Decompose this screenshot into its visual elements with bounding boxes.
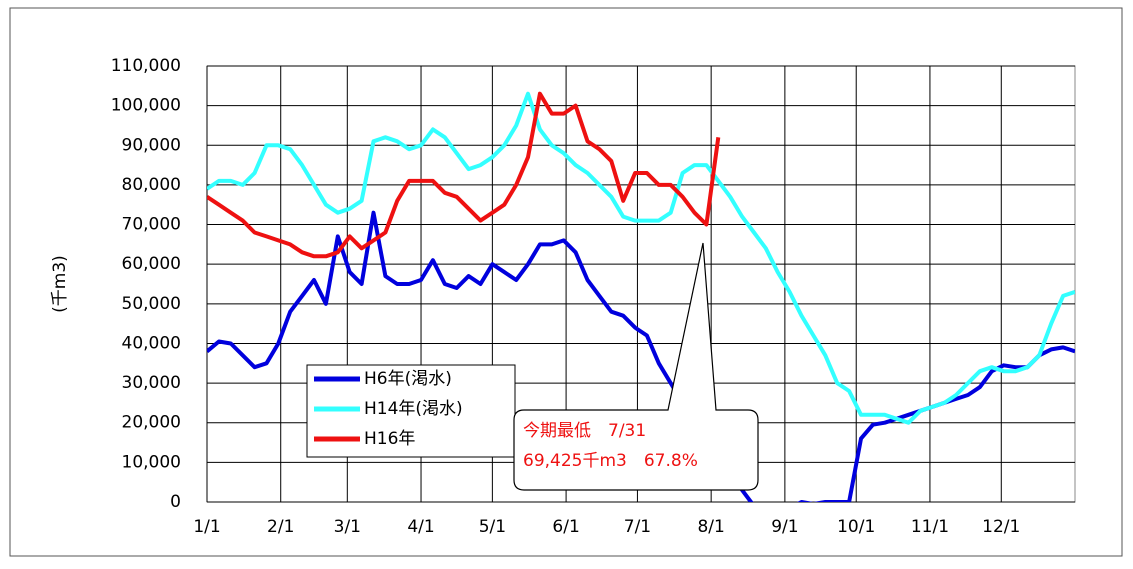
callout [513,242,759,491]
legend-label: H6年(渇水) [364,369,452,389]
x-tick-label: 2/1 [267,517,294,537]
series-line [207,91,1075,425]
x-tick-label: 12/1 [982,517,1020,537]
x-tick-label: 8/1 [697,517,724,537]
x-tick-label: 10/1 [837,517,875,537]
y-tick-label: 30,000 [122,373,181,393]
y-tick-label: 0 [170,492,181,512]
y-tick-label: 40,000 [122,333,181,353]
y-tick-label: 60,000 [122,254,181,274]
y-tick-label: 50,000 [122,294,181,314]
x-tick-label: 11/1 [911,517,949,537]
x-tick-label: 5/1 [479,517,506,537]
y-tick-label: 70,000 [122,215,181,235]
y-tick-label: 80,000 [122,175,181,195]
y-tick-label: 110,000 [111,56,181,76]
annotation-text: 69,425千m3 67.8% [523,451,698,471]
y-tick-label: 90,000 [122,135,181,155]
x-tick-label: 1/1 [193,517,220,537]
legend-label: H14年(渇水) [364,399,463,419]
y-tick-label: 100,000 [111,96,181,116]
annotation-text: 今期最低 7/31 [523,421,646,441]
y-axis-label: (千m3) [50,255,70,313]
y-tick-label: 20,000 [122,413,181,433]
x-tick-label: 6/1 [552,517,579,537]
y-tick-label: 10,000 [122,452,181,472]
series-line [207,91,721,259]
x-tick-label: 7/1 [624,517,651,537]
x-tick-label: 9/1 [771,517,798,537]
x-tick-label: 3/1 [334,517,361,537]
x-tick-label: 4/1 [407,517,434,537]
series-group [207,91,1075,502]
legend-label: H16年 [364,429,415,449]
